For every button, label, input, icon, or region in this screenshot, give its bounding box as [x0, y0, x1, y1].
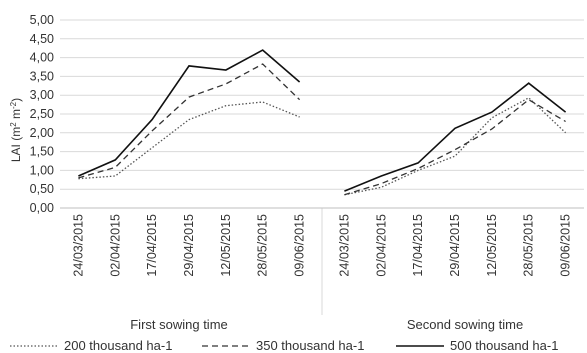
- y-tick-label: 3,00: [30, 88, 54, 102]
- x-tick-label: 09/06/2015: [293, 214, 307, 277]
- y-tick-label: 2,00: [30, 126, 54, 140]
- x-tick-label: 29/04/2015: [448, 214, 462, 277]
- x-tick-label: 17/04/2015: [411, 214, 425, 277]
- grid-lines: [60, 19, 584, 209]
- series-line: [344, 82, 567, 192]
- y-tick-label: 1,00: [30, 163, 54, 177]
- y-tick-label: 0,00: [30, 201, 54, 215]
- x-tick-label: 28/05/2015: [256, 214, 270, 277]
- series-lines: [78, 49, 567, 196]
- x-tick-label: 02/04/2015: [374, 214, 388, 277]
- x-tick-label: 29/04/2015: [182, 214, 196, 277]
- y-tick-label: 3,50: [30, 69, 54, 83]
- legend-label: 350 thousand ha-1: [256, 338, 364, 353]
- y-tick-label: 1,50: [30, 145, 54, 159]
- x-tick-label: 12/05/2015: [485, 214, 499, 277]
- y-tick-label: 5,00: [30, 13, 54, 27]
- legend: 200 thousand ha-1 350 thousand ha-1 500 th…: [10, 338, 558, 353]
- series-line: [78, 49, 301, 177]
- y-tick-label: 4,50: [30, 32, 54, 46]
- y-tick-label: 4,00: [30, 51, 54, 65]
- legend-label: 500 thousand ha-1: [450, 338, 558, 353]
- series-line: [78, 101, 300, 180]
- group-label: Second sowing time: [407, 317, 523, 332]
- legend-label: 200 thousand ha-1: [64, 338, 172, 353]
- x-axis: 24/03/2015 02/04/2015 17/04/2015 29/04/2015…: [60, 207, 584, 332]
- x-tick-label: 24/03/2015: [71, 214, 85, 277]
- x-tick-label: 17/04/2015: [145, 214, 159, 277]
- x-tick-label: 24/03/2015: [337, 214, 351, 277]
- x-tick-label: 02/04/2015: [108, 214, 122, 277]
- x-tick-label: 28/05/2015: [522, 214, 536, 277]
- series-line: [344, 97, 567, 196]
- x-tick-label: 09/06/2015: [559, 214, 573, 277]
- group-label: First sowing time: [130, 317, 228, 332]
- x-tick-label: 12/05/2015: [219, 214, 233, 277]
- y-tick-label: 2,50: [30, 107, 54, 121]
- y-axis-ticks: 0,00 0,50 1,00 1,50 2,00 2,50 3,00 3,50 4,00 4,50…: [30, 13, 54, 215]
- y-tick-label: 0,50: [30, 182, 54, 196]
- y-axis-title: LAI (m2 m-2): [9, 98, 23, 162]
- series-line: [78, 63, 301, 179]
